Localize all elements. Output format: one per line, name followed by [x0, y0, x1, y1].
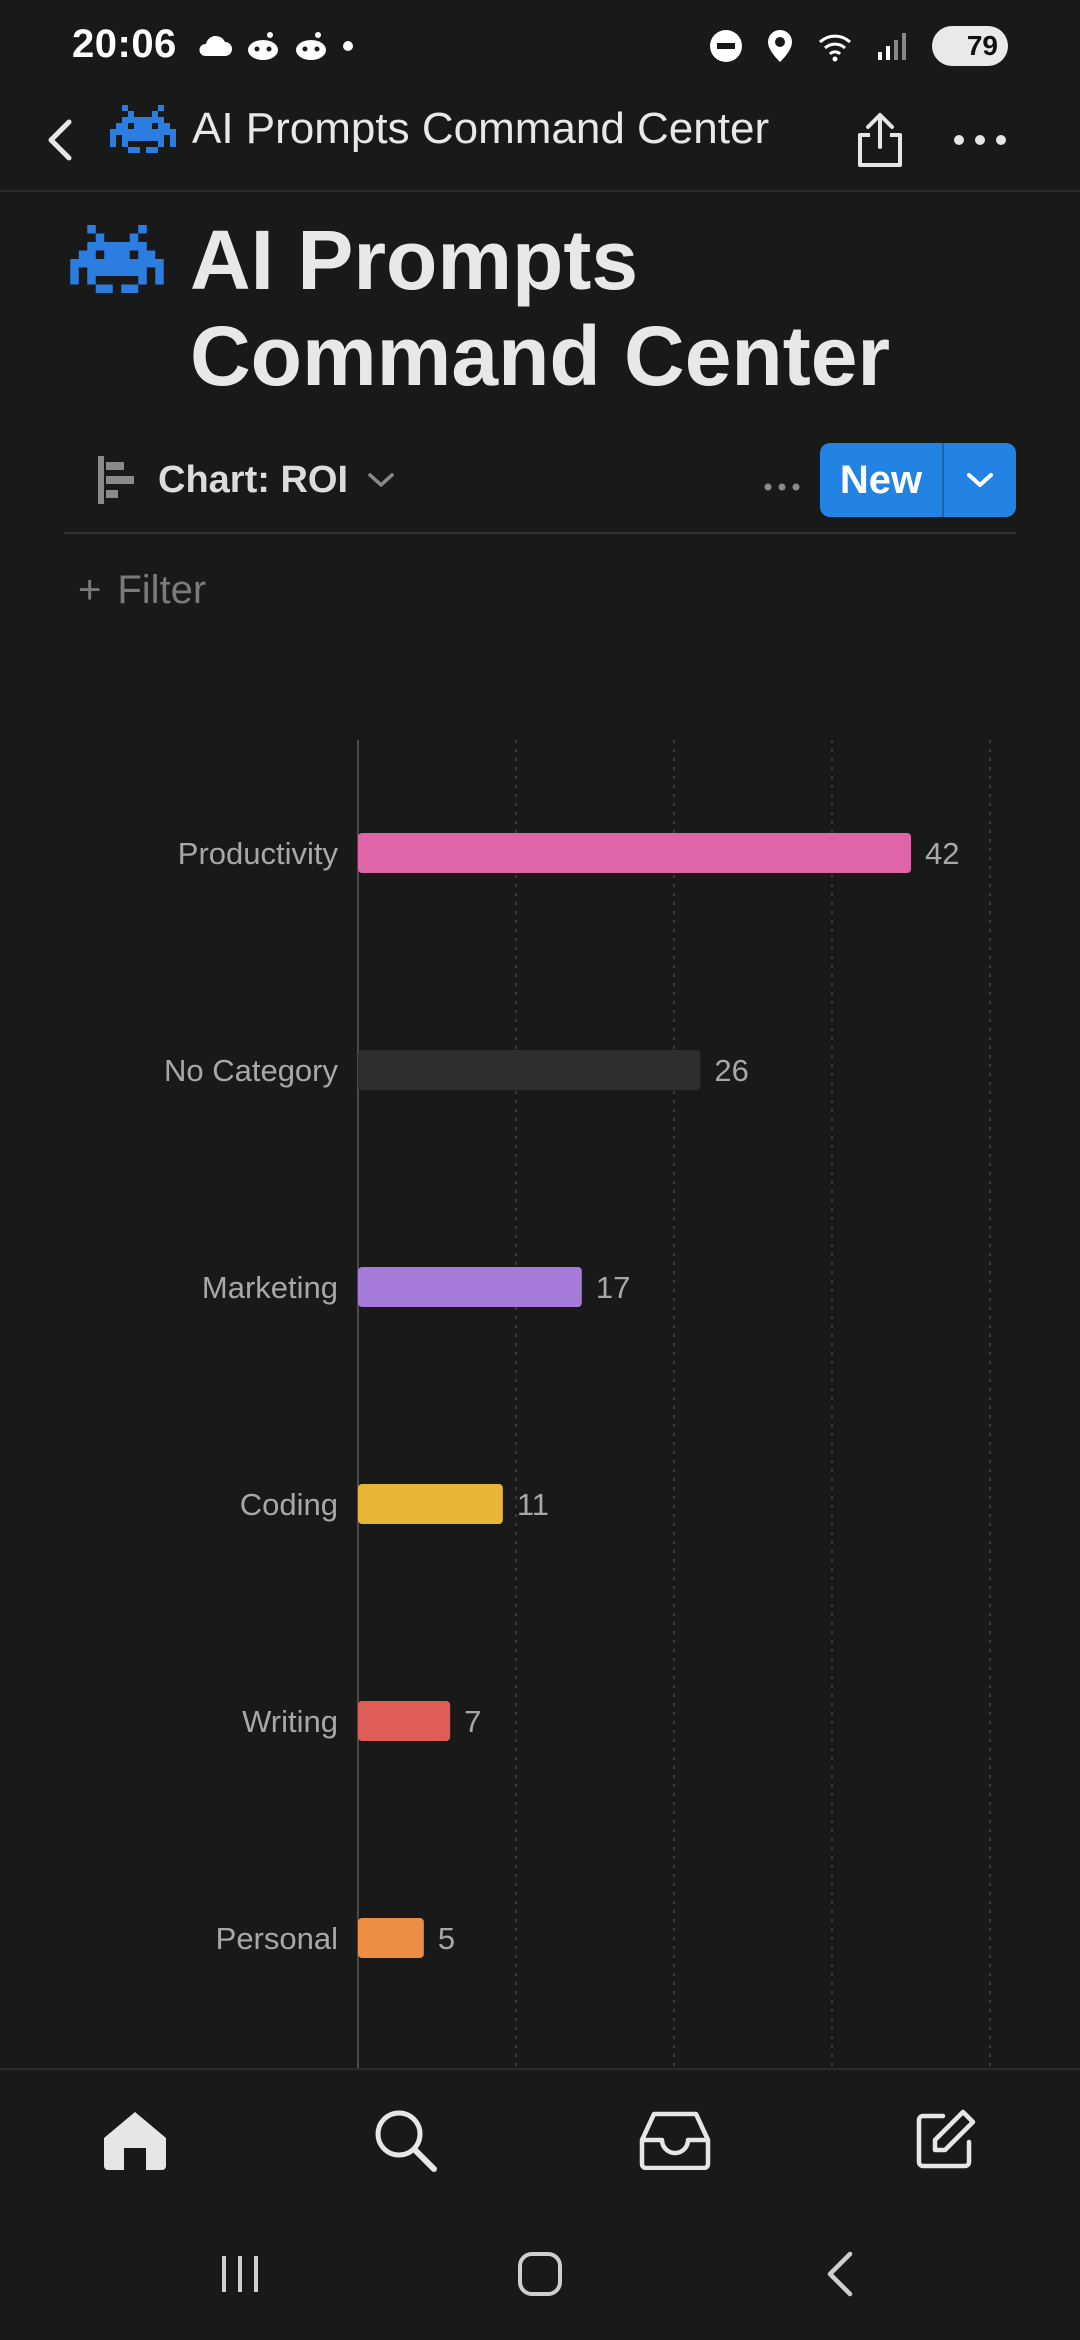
- home-circle-icon: [518, 2252, 562, 2296]
- new-button[interactable]: New: [820, 443, 944, 517]
- chart-category-label: Coding: [240, 1487, 338, 1522]
- wifi-icon: [818, 34, 852, 62]
- chevron-down-icon: [368, 473, 394, 487]
- view-switcher[interactable]: Chart: ROI: [96, 454, 396, 506]
- compose-icon: [916, 2109, 976, 2169]
- more-options-button[interactable]: [940, 100, 1020, 180]
- chevron-left-icon: [48, 119, 72, 161]
- recent-apps-button[interactable]: [200, 2244, 280, 2304]
- share-icon: [858, 113, 902, 167]
- chart-view-icon: [98, 456, 134, 504]
- view-label: Chart: ROI: [158, 458, 348, 501]
- do-not-disturb-icon: [710, 30, 742, 62]
- inbox-tab[interactable]: [630, 2100, 720, 2180]
- status-notification-icons: [196, 30, 356, 62]
- top-navigation: AI Prompts Command Center: [0, 90, 1080, 192]
- add-filter-button[interactable]: + Filter: [78, 568, 206, 613]
- chart-value-label: 26: [714, 1053, 748, 1088]
- bottom-navigation: [0, 2068, 1080, 2210]
- filter-label: Filter: [117, 568, 207, 612]
- location-icon: [768, 30, 792, 62]
- chart-value-label: 5: [438, 1921, 455, 1956]
- dot-icon: [343, 41, 353, 51]
- inbox-icon: [639, 2111, 711, 2170]
- chart-category-label: No Category: [164, 1053, 339, 1088]
- page-title[interactable]: AI Prompts Command Center: [190, 213, 891, 403]
- new-dropdown-button[interactable]: [944, 443, 1016, 517]
- recent-apps-icon: [222, 2256, 258, 2292]
- search-tab[interactable]: [360, 2100, 450, 2180]
- chart-category-label: Personal: [216, 1921, 338, 1956]
- status-time: 20:06: [72, 22, 177, 66]
- chevron-left-icon: [827, 2251, 853, 2297]
- chart-category-label: Marketing: [202, 1270, 338, 1305]
- home-tab[interactable]: [90, 2100, 180, 2180]
- space-invader-icon: [110, 105, 176, 153]
- new-button-group: New: [820, 443, 1016, 517]
- home-system-button[interactable]: [500, 2244, 580, 2304]
- chart-bar: [358, 1484, 503, 1524]
- reddit-icon-2: [296, 32, 326, 60]
- more-horizontal-icon: [954, 135, 1006, 145]
- nav-title-text: AI Prompts Command Center: [192, 104, 770, 153]
- chart-value-label: 42: [925, 836, 959, 871]
- battery-level: 79: [966, 30, 998, 61]
- nav-page-link[interactable]: AI Prompts Command Center: [110, 104, 769, 154]
- view-toolbar: Chart: ROI New: [64, 440, 1016, 534]
- chart-value-label: 17: [596, 1270, 630, 1305]
- chart-category-label: Writing: [242, 1704, 338, 1739]
- chart-bar: [358, 1701, 451, 1741]
- system-navigation-bar: [0, 2208, 1080, 2340]
- cloud-icon: [199, 35, 232, 56]
- share-button[interactable]: [840, 100, 920, 180]
- new-page-tab[interactable]: [900, 2100, 990, 2180]
- back-button[interactable]: [28, 108, 92, 172]
- home-icon: [104, 2112, 166, 2170]
- roi-bar-chart: Productivity 42 No Category 26 Marketing 17 Co…: [164, 740, 991, 2070]
- chart-category-label: Productivity: [178, 836, 339, 871]
- reddit-icon: [248, 32, 278, 60]
- chart-bar: [358, 833, 911, 873]
- chart-bar: [358, 1918, 424, 1958]
- more-horizontal-icon: [764, 483, 800, 491]
- space-invader-large-icon: [70, 225, 164, 293]
- signal-icon: [878, 33, 906, 60]
- search-icon: [375, 2110, 437, 2172]
- battery-indicator: 79: [932, 26, 1008, 66]
- chart-bar: [358, 1267, 582, 1307]
- chart-bar: [358, 1050, 701, 1090]
- chart-value-label: 11: [517, 1487, 549, 1522]
- back-system-button[interactable]: [800, 2244, 880, 2304]
- chevron-down-icon: [967, 473, 993, 487]
- page-icon[interactable]: [70, 225, 164, 298]
- status-system-icons: 79: [708, 26, 1008, 66]
- plus-icon: +: [78, 568, 102, 612]
- view-options-button[interactable]: [744, 462, 820, 512]
- chart-value-label: 7: [464, 1704, 481, 1739]
